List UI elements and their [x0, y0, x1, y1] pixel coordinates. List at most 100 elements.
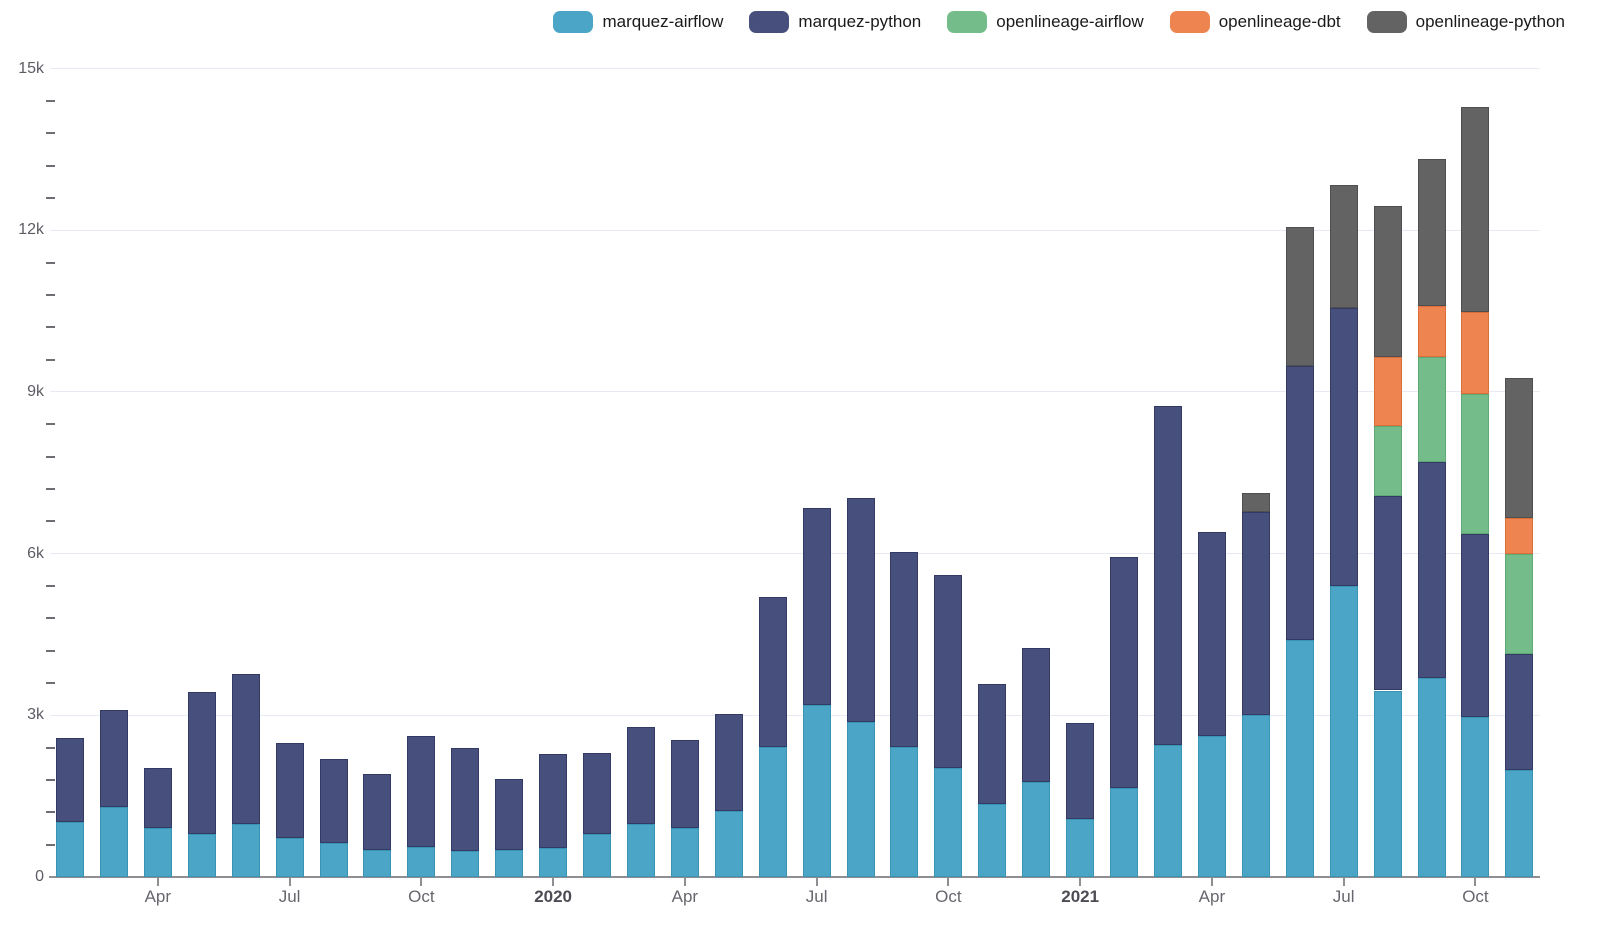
- bar-segment-marquez-python[interactable]: [407, 736, 436, 847]
- y-axis-minor-tick: [46, 681, 55, 684]
- legend-item-marquez-python[interactable]: marquez-python: [749, 11, 921, 33]
- y-axis-minor-tick: [46, 164, 55, 167]
- bar-segment-marquez-airflow[interactable]: [143, 828, 172, 877]
- y-axis-minor-tick: [46, 584, 55, 587]
- bar-segment-marquez-python[interactable]: [1197, 532, 1226, 737]
- bar-segment-marquez-python[interactable]: [890, 551, 919, 748]
- bar-segment-marquez-airflow[interactable]: [802, 704, 831, 877]
- bar-segment-marquez-python[interactable]: [99, 710, 128, 808]
- bar-segment-marquez-airflow[interactable]: [1022, 781, 1051, 877]
- legend-swatch-openlineage-python: [1366, 11, 1407, 33]
- legend-swatch-marquez-python: [749, 11, 790, 33]
- bar-segment-marquez-python[interactable]: [583, 753, 612, 835]
- legend-item-marquez-airflow[interactable]: marquez-airflow: [553, 11, 723, 33]
- bar-segment-openlineage-dbt[interactable]: [1417, 305, 1446, 357]
- bar-segment-openlineage-dbt[interactable]: [1373, 357, 1402, 427]
- bar-segment-marquez-python[interactable]: [626, 727, 655, 824]
- bar-segment-openlineage-airflow[interactable]: [1461, 393, 1490, 534]
- bar-segment-marquez-python[interactable]: [802, 508, 831, 705]
- bar-segment-marquez-python[interactable]: [275, 743, 304, 838]
- bar-segment-marquez-airflow[interactable]: [1285, 639, 1314, 877]
- bar-segment-marquez-python[interactable]: [1417, 461, 1446, 679]
- bar-segment-marquez-airflow[interactable]: [539, 847, 568, 877]
- bar-segment-openlineage-airflow[interactable]: [1417, 356, 1446, 462]
- bar-segment-openlineage-airflow[interactable]: [1505, 553, 1534, 654]
- bar-segment-marquez-airflow[interactable]: [1197, 736, 1226, 877]
- bar-segment-marquez-python[interactable]: [1022, 647, 1051, 782]
- y-gridline: [50, 714, 1540, 716]
- bar-segment-openlineage-python[interactable]: [1461, 107, 1490, 313]
- bar-segment-marquez-airflow[interactable]: [714, 811, 743, 877]
- bar-segment-marquez-python[interactable]: [143, 768, 172, 829]
- bar-segment-marquez-python[interactable]: [978, 684, 1007, 804]
- bar-segment-marquez-airflow[interactable]: [1329, 586, 1358, 877]
- x-axis-tick-label: Oct: [935, 887, 962, 906]
- bar-segment-marquez-python[interactable]: [1373, 496, 1402, 691]
- bar-segment-marquez-airflow[interactable]: [626, 823, 655, 877]
- bar-segment-marquez-airflow[interactable]: [407, 846, 436, 877]
- bar-segment-marquez-airflow[interactable]: [670, 828, 699, 877]
- bar-segment-marquez-airflow[interactable]: [1461, 717, 1490, 877]
- bar-segment-marquez-python[interactable]: [1461, 533, 1490, 718]
- bar-segment-openlineage-python[interactable]: [1373, 205, 1402, 358]
- bar-segment-openlineage-airflow[interactable]: [1373, 426, 1402, 497]
- bar-segment-marquez-python[interactable]: [451, 747, 480, 852]
- bar-segment-marquez-airflow[interactable]: [1110, 787, 1139, 877]
- legend-item-openlineage-airflow[interactable]: openlineage-airflow: [947, 11, 1144, 33]
- bar-segment-marquez-airflow[interactable]: [758, 747, 787, 877]
- bar-segment-marquez-python[interactable]: [1505, 653, 1534, 771]
- bar-segment-marquez-python[interactable]: [1241, 511, 1270, 716]
- bar-segment-openlineage-dbt[interactable]: [1505, 517, 1534, 554]
- bar-segment-openlineage-python[interactable]: [1505, 378, 1534, 518]
- bar-segment-marquez-python[interactable]: [758, 596, 787, 748]
- bar-segment-marquez-python[interactable]: [187, 692, 216, 834]
- bar-segment-marquez-airflow[interactable]: [319, 842, 348, 877]
- y-axis-minor-tick: [46, 843, 55, 846]
- bar-segment-marquez-python[interactable]: [670, 740, 699, 829]
- legend-item-openlineage-dbt[interactable]: openlineage-dbt: [1169, 11, 1341, 33]
- bar-segment-marquez-python[interactable]: [1154, 405, 1182, 746]
- bar-segment-marquez-airflow[interactable]: [187, 833, 216, 877]
- bar-segment-marquez-airflow[interactable]: [583, 834, 612, 877]
- bar-segment-marquez-python[interactable]: [1110, 556, 1139, 788]
- bar-segment-marquez-airflow[interactable]: [1154, 745, 1182, 877]
- bar-segment-marquez-airflow[interactable]: [231, 823, 260, 877]
- bar-segment-openlineage-python[interactable]: [1285, 226, 1314, 366]
- bar-segment-marquez-airflow[interactable]: [451, 851, 480, 877]
- bar-segment-marquez-python[interactable]: [539, 754, 568, 848]
- bar-segment-marquez-python[interactable]: [1285, 365, 1314, 640]
- bar-segment-marquez-airflow[interactable]: [978, 803, 1007, 877]
- bar-segment-marquez-airflow[interactable]: [99, 807, 128, 877]
- bar-segment-marquez-airflow[interactable]: [495, 849, 524, 877]
- bar-segment-marquez-python[interactable]: [934, 575, 963, 769]
- y-gridline: [50, 229, 1540, 231]
- bar-segment-marquez-python[interactable]: [56, 738, 84, 823]
- bar-segment-marquez-python[interactable]: [363, 773, 392, 851]
- y-axis-minor-tick: [46, 520, 55, 523]
- bar-segment-marquez-airflow[interactable]: [890, 747, 919, 877]
- bar-segment-marquez-airflow[interactable]: [1373, 690, 1402, 877]
- bar-segment-marquez-python[interactable]: [231, 673, 260, 824]
- bar-segment-marquez-python[interactable]: [846, 497, 875, 723]
- y-axis-minor-tick: [46, 99, 55, 102]
- bar-segment-marquez-python[interactable]: [1066, 722, 1095, 819]
- bar-segment-openlineage-python[interactable]: [1329, 185, 1358, 309]
- bar-segment-marquez-airflow[interactable]: [363, 850, 392, 877]
- bar-segment-marquez-airflow[interactable]: [1241, 715, 1270, 877]
- bar-segment-marquez-python[interactable]: [714, 714, 743, 812]
- bar-segment-marquez-airflow[interactable]: [56, 822, 84, 877]
- bar-segment-marquez-python[interactable]: [495, 778, 524, 850]
- bar-segment-marquez-airflow[interactable]: [846, 722, 875, 877]
- legend-item-openlineage-python[interactable]: openlineage-python: [1366, 11, 1565, 33]
- bar-segment-openlineage-python[interactable]: [1241, 493, 1270, 512]
- bar-segment-marquez-airflow[interactable]: [1066, 818, 1095, 877]
- bar-segment-marquez-airflow[interactable]: [1417, 678, 1446, 877]
- bar-segment-openlineage-python[interactable]: [1417, 158, 1446, 306]
- bar-segment-marquez-python[interactable]: [319, 758, 348, 843]
- bar-segment-marquez-airflow[interactable]: [275, 837, 304, 877]
- legend-label: openlineage-dbt: [1218, 12, 1341, 31]
- bar-segment-marquez-python[interactable]: [1329, 308, 1358, 587]
- bar-segment-marquez-airflow[interactable]: [1505, 770, 1534, 877]
- bar-segment-openlineage-dbt[interactable]: [1461, 312, 1490, 394]
- bar-segment-marquez-airflow[interactable]: [934, 768, 963, 877]
